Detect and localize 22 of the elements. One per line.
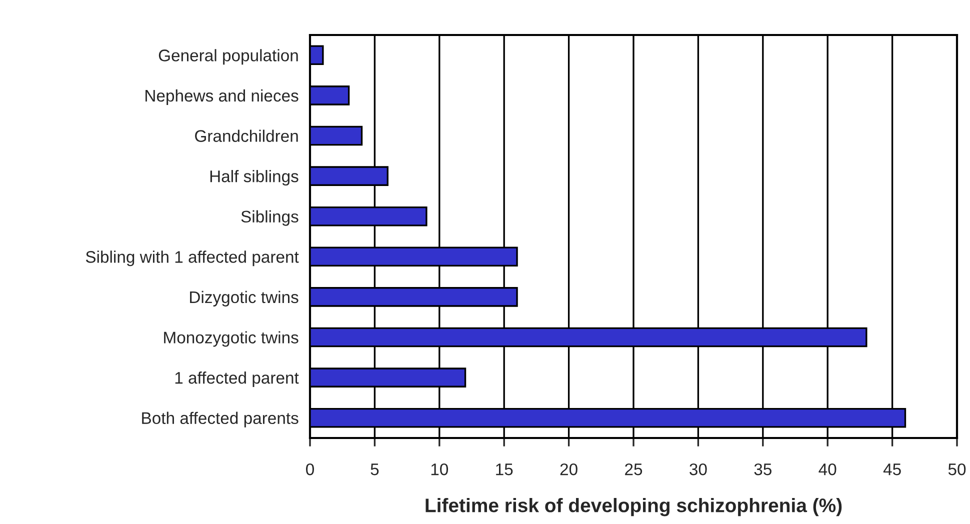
y-tick-label: Dizygotic twins [190, 290, 298, 306]
x-tick-label: 40 [818, 463, 836, 476]
x-tick-label: 50 [948, 463, 966, 476]
y-tick-label: Half siblings [210, 170, 298, 186]
x-tick-label: 5 [370, 464, 379, 476]
x-tick-label: 25 [625, 463, 642, 476]
x-tick-label: 20 [560, 463, 578, 476]
y-tick-label: Grandchildren [195, 130, 298, 142]
y-tick-label: 1 affected parent [175, 372, 299, 388]
x-tick-label: 35 [754, 463, 772, 476]
x-tick-label: 15 [496, 464, 513, 476]
x-axis-title: Lifetime risk of developing schizophrenia (%) [426, 498, 842, 516]
y-tick-label: Sibling with 1 affected parent [86, 250, 299, 266]
y-tick-label: General population [158, 49, 298, 65]
y-tick-label: Monozygotic twins [164, 331, 298, 347]
x-tick-label: 0 [306, 463, 314, 476]
y-tick-label: Both affected parents [142, 412, 298, 428]
x-tick-label: 45 [883, 464, 901, 476]
y-tick-label: Siblings [241, 210, 298, 226]
x-tick-label: 30 [690, 463, 707, 476]
x-tick-label: 10 [431, 463, 448, 476]
y-tick-label: Nephews and nieces [146, 89, 298, 105]
